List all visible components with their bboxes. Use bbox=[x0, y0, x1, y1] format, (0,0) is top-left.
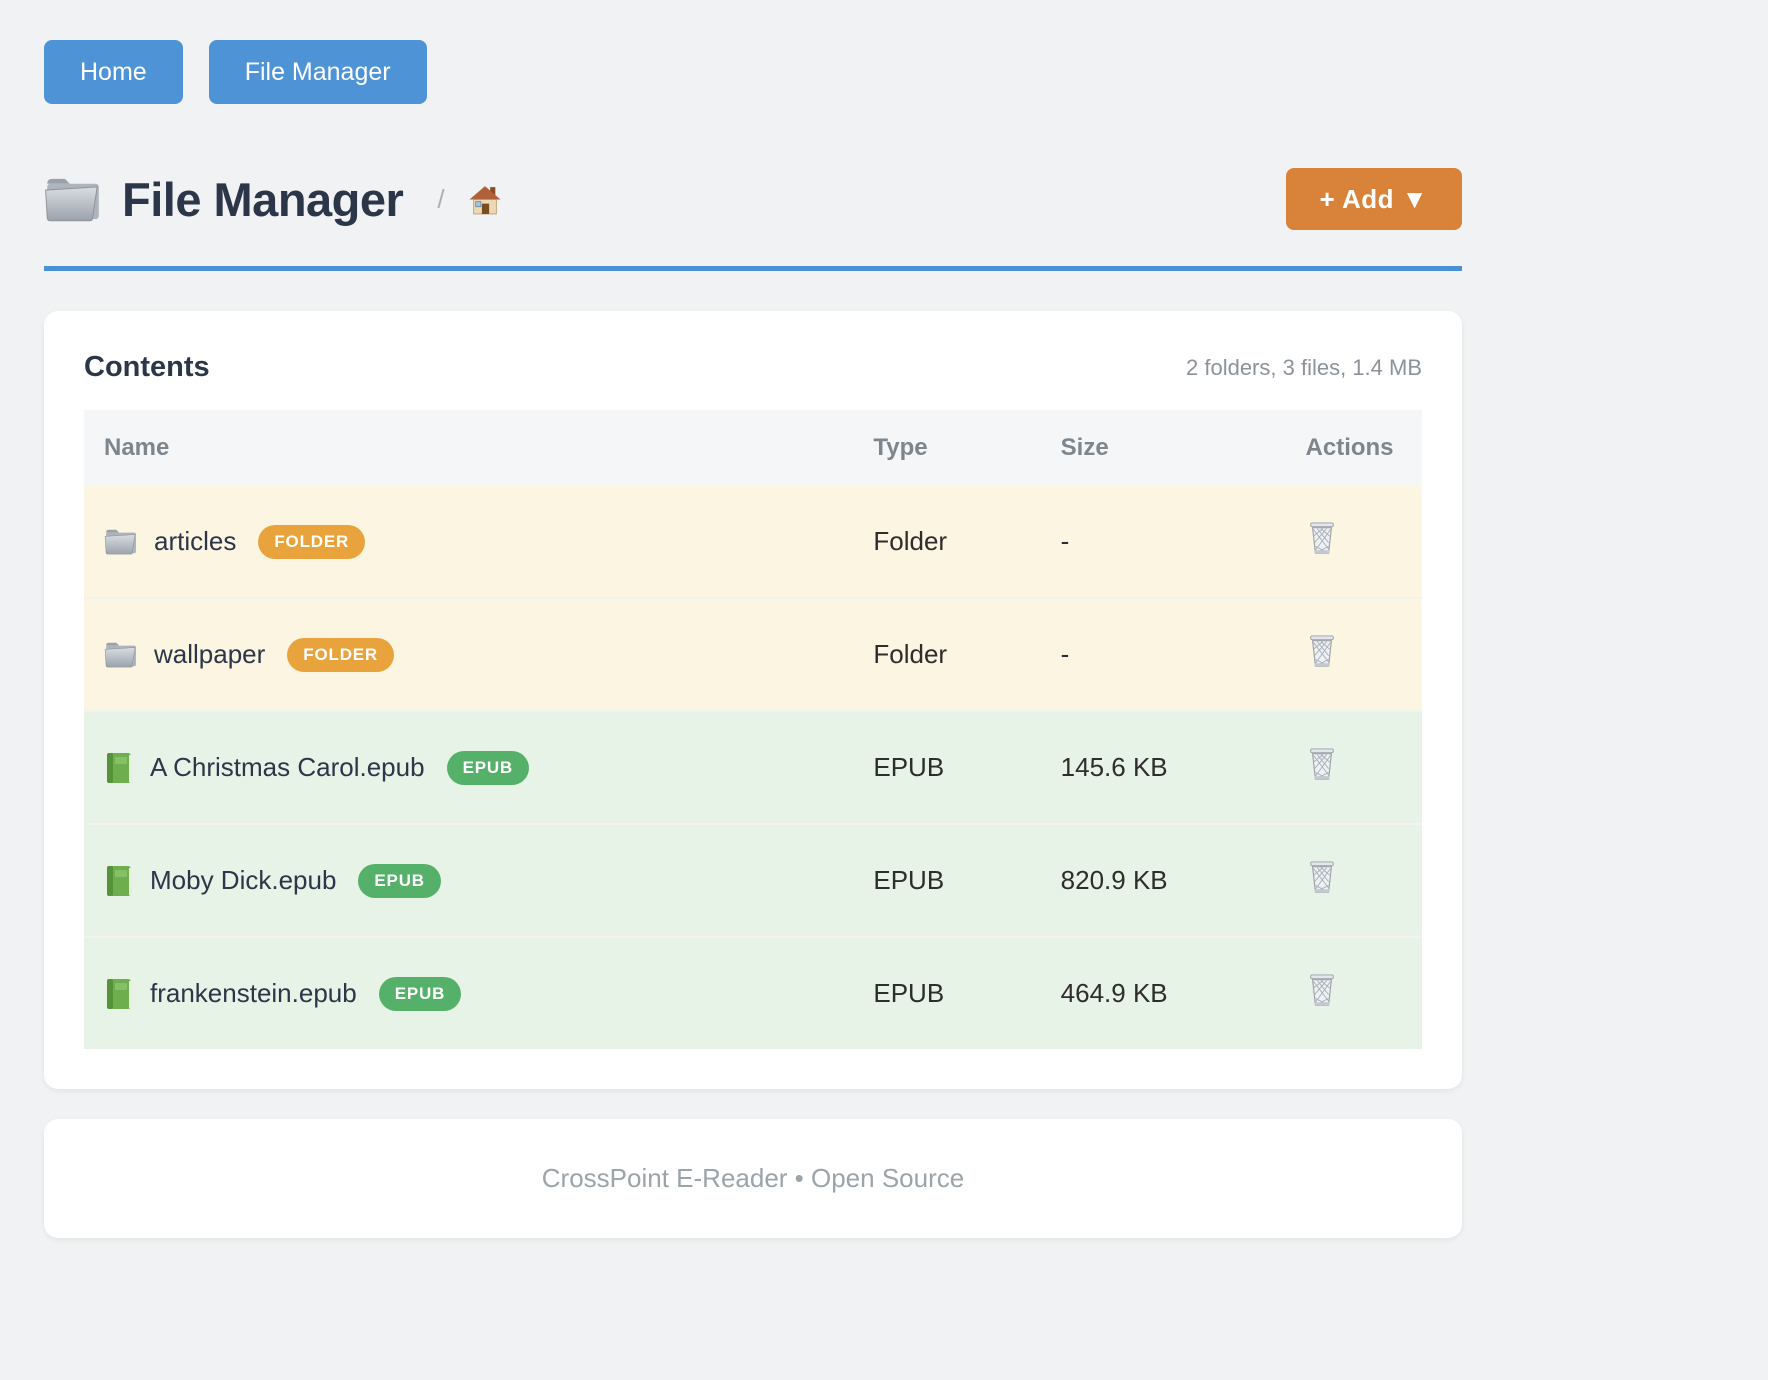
folder-badge: FOLDER bbox=[258, 524, 366, 559]
table-row[interactable]: frankenstein.epub EPUB EPUB 464.9 KB bbox=[84, 936, 1422, 1049]
file-name[interactable]: articles bbox=[154, 526, 237, 556]
green-book-icon bbox=[104, 864, 134, 898]
type-cell: Folder bbox=[853, 486, 1041, 598]
folder-icon bbox=[44, 174, 102, 224]
column-header-type: Type bbox=[853, 410, 1041, 486]
green-book-icon bbox=[104, 977, 134, 1011]
page-header: File Manager / + Add ▼ bbox=[44, 168, 1462, 230]
delete-button[interactable] bbox=[1306, 520, 1338, 556]
trash-icon bbox=[1306, 746, 1338, 782]
column-header-name: Name bbox=[84, 410, 854, 486]
delete-button[interactable] bbox=[1306, 972, 1338, 1008]
page-title: File Manager bbox=[122, 172, 404, 226]
table-row[interactable]: A Christmas Carol.epub EPUB EPUB 145.6 K… bbox=[84, 710, 1422, 824]
column-header-size: Size bbox=[1040, 410, 1286, 486]
table-header-row: Name Type Size Actions bbox=[84, 410, 1422, 486]
type-cell: EPUB bbox=[853, 823, 1041, 937]
file-table: Name Type Size Actions articles FOLDER bbox=[84, 410, 1422, 1049]
breadcrumb: Home File Manager bbox=[44, 0, 1462, 104]
type-cell: EPUB bbox=[853, 710, 1041, 824]
size-cell: - bbox=[1040, 486, 1286, 598]
epub-badge: EPUB bbox=[378, 976, 462, 1011]
table-row[interactable]: Moby Dick.epub EPUB EPUB 820.9 KB bbox=[84, 823, 1422, 937]
type-cell: Folder bbox=[853, 597, 1041, 711]
contents-heading: Contents bbox=[84, 351, 210, 383]
trash-icon bbox=[1306, 520, 1338, 556]
delete-button[interactable] bbox=[1306, 633, 1338, 669]
size-cell: - bbox=[1040, 597, 1286, 711]
delete-button[interactable] bbox=[1306, 859, 1338, 895]
add-button[interactable]: + Add ▼ bbox=[1285, 168, 1462, 230]
green-book-icon bbox=[104, 751, 134, 785]
contents-card: Contents 2 folders, 3 files, 1.4 MB Name… bbox=[44, 311, 1462, 1089]
nav-file-manager-button[interactable]: File Manager bbox=[208, 40, 427, 104]
footer-text: CrossPoint E-Reader • Open Source bbox=[541, 1163, 965, 1193]
delete-button[interactable] bbox=[1306, 746, 1338, 782]
contents-summary: 2 folders, 3 files, 1.4 MB bbox=[1186, 354, 1422, 380]
file-name[interactable]: wallpaper bbox=[154, 639, 266, 669]
contents-card-header: Contents 2 folders, 3 files, 1.4 MB bbox=[84, 351, 1422, 384]
trash-icon bbox=[1306, 972, 1338, 1008]
folder-icon bbox=[104, 640, 138, 669]
trash-icon bbox=[1306, 633, 1338, 669]
file-name[interactable]: A Christmas Carol.epub bbox=[150, 752, 425, 782]
folder-icon bbox=[104, 527, 138, 556]
file-name[interactable]: frankenstein.epub bbox=[150, 978, 357, 1008]
home-icon[interactable] bbox=[467, 183, 503, 215]
page: Home File Manager File Manager / + Add ▼… bbox=[44, 0, 1462, 1238]
type-cell: EPUB bbox=[853, 936, 1041, 1049]
breadcrumb-separator: / bbox=[437, 183, 445, 214]
title-group: File Manager / bbox=[44, 172, 1286, 227]
nav-home-button[interactable]: Home bbox=[44, 40, 183, 104]
epub-badge: EPUB bbox=[446, 750, 529, 785]
size-cell: 820.9 KB bbox=[1040, 823, 1286, 937]
header-divider bbox=[44, 266, 1462, 271]
folder-badge: FOLDER bbox=[287, 637, 394, 672]
table-row[interactable]: articles FOLDER Folder - bbox=[84, 486, 1422, 598]
footer-card: CrossPoint E-Reader • Open Source bbox=[44, 1119, 1462, 1238]
table-row[interactable]: wallpaper FOLDER Folder - bbox=[84, 597, 1422, 711]
file-name[interactable]: Moby Dick.epub bbox=[150, 865, 337, 895]
size-cell: 145.6 KB bbox=[1040, 710, 1286, 824]
column-header-actions: Actions bbox=[1285, 410, 1422, 486]
size-cell: 464.9 KB bbox=[1040, 936, 1286, 1049]
trash-icon bbox=[1306, 859, 1338, 895]
epub-badge: EPUB bbox=[358, 863, 441, 898]
